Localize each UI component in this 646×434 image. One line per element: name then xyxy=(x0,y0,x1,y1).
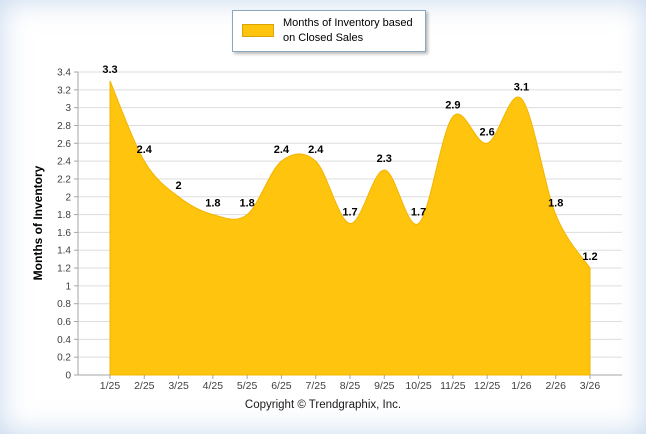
svg-text:2: 2 xyxy=(176,180,182,192)
chart-legend: Months of Inventory based on Closed Sale… xyxy=(232,10,426,52)
svg-text:3.4: 3.4 xyxy=(57,68,71,79)
svg-text:2.3: 2.3 xyxy=(377,153,392,165)
svg-text:3.1: 3.1 xyxy=(514,82,529,94)
svg-text:2.4: 2.4 xyxy=(137,144,153,156)
svg-text:1/26: 1/26 xyxy=(511,380,532,392)
svg-text:2.6: 2.6 xyxy=(479,126,494,138)
y-axis-title: Months of Inventory xyxy=(31,165,45,281)
svg-text:2: 2 xyxy=(65,192,71,203)
svg-text:1.8: 1.8 xyxy=(57,210,71,221)
svg-text:8/25: 8/25 xyxy=(340,380,361,392)
svg-text:1/25: 1/25 xyxy=(100,380,121,392)
svg-text:12/25: 12/25 xyxy=(474,380,500,392)
svg-text:4/25: 4/25 xyxy=(203,380,224,392)
legend-color-swatch xyxy=(242,24,274,38)
svg-text:1.8: 1.8 xyxy=(548,198,563,210)
svg-text:1.4: 1.4 xyxy=(57,246,71,257)
svg-text:0.8: 0.8 xyxy=(57,299,71,310)
svg-text:1.8: 1.8 xyxy=(205,198,220,210)
svg-text:6/25: 6/25 xyxy=(271,380,292,392)
svg-text:3.3: 3.3 xyxy=(102,64,117,76)
legend-label: Months of Inventory based on Closed Sale… xyxy=(283,16,413,46)
svg-text:1.6: 1.6 xyxy=(57,228,71,239)
svg-text:1.2: 1.2 xyxy=(582,251,597,263)
svg-text:1: 1 xyxy=(65,281,71,292)
svg-text:3: 3 xyxy=(65,103,71,114)
svg-text:7/25: 7/25 xyxy=(305,380,326,392)
svg-text:2.4: 2.4 xyxy=(274,144,290,156)
inventory-area-chart: 0 0.2 0.4 0.6 0.8 1 1.2 1.4 1.6 1.8 2 2.2 2.4 2.6 2.8 3… xyxy=(57,64,622,392)
svg-text:1.7: 1.7 xyxy=(411,207,426,219)
svg-text:3/25: 3/25 xyxy=(168,380,189,392)
svg-text:3.2: 3.2 xyxy=(57,85,71,96)
svg-text:1.7: 1.7 xyxy=(342,207,357,219)
svg-text:3/26: 3/26 xyxy=(580,380,601,392)
legend-label-line1: Months of Inventory based xyxy=(283,17,413,29)
svg-text:5/25: 5/25 xyxy=(237,380,258,392)
svg-text:10/25: 10/25 xyxy=(405,380,431,392)
svg-text:2/25: 2/25 xyxy=(134,380,155,392)
svg-text:11/25: 11/25 xyxy=(440,380,466,392)
svg-text:2/26: 2/26 xyxy=(545,380,566,392)
svg-text:2.8: 2.8 xyxy=(57,121,71,132)
svg-text:2.2: 2.2 xyxy=(57,174,71,185)
svg-text:0.4: 0.4 xyxy=(57,335,71,346)
svg-text:0: 0 xyxy=(65,371,71,382)
svg-text:0.2: 0.2 xyxy=(57,353,71,364)
svg-text:2.4: 2.4 xyxy=(308,144,324,156)
svg-text:9/25: 9/25 xyxy=(374,380,395,392)
svg-text:1.2: 1.2 xyxy=(57,264,71,275)
svg-text:2.6: 2.6 xyxy=(57,139,71,150)
svg-text:1.8: 1.8 xyxy=(239,198,254,210)
svg-text:2.4: 2.4 xyxy=(57,157,71,168)
svg-text:2.9: 2.9 xyxy=(445,100,460,112)
legend-label-line2: on Closed Sales xyxy=(283,31,364,44)
svg-text:0.6: 0.6 xyxy=(57,317,71,328)
copyright-text: Copyright © Trendgraphix, Inc. xyxy=(244,399,402,411)
